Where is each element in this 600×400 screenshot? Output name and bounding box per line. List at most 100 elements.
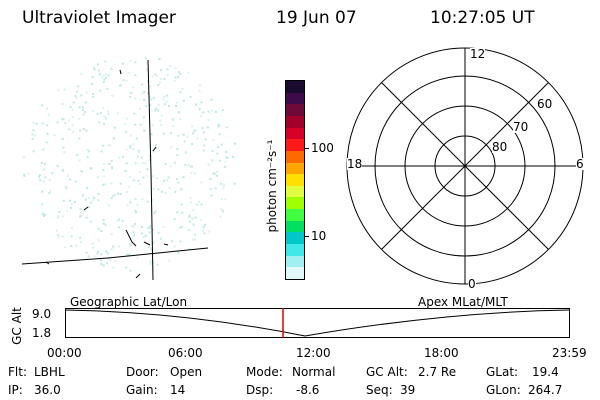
emission-speckle [153,212,156,215]
emission-speckle [116,112,119,115]
emission-speckle [82,208,85,211]
emission-speckle [149,104,152,107]
emission-speckle [220,143,223,146]
timeline-x-tick-2359: 23:59 [552,346,587,360]
emission-speckle [100,253,103,256]
emission-speckle [42,148,45,151]
emission-speckle [174,76,177,79]
mlat-label-60: 60 [537,97,553,111]
emission-speckle [125,266,128,269]
emission-speckle [102,222,105,225]
emission-speckle [216,174,218,177]
emission-speckle [70,226,73,229]
emission-speckle [84,111,86,114]
emission-speckle [112,137,115,140]
emission-speckle [98,73,101,76]
emission-speckle [224,198,227,201]
emission-speckle [202,226,205,229]
emission-speckle [119,84,122,87]
emission-speckle [173,245,176,248]
emission-speckle [103,122,105,125]
colorbar-band [286,162,304,175]
emission-speckle [219,124,222,127]
emission-speckle [177,251,180,254]
emission-speckle [41,104,44,107]
emission-speckle [233,182,236,185]
emission-speckle [138,182,141,185]
observation-date: 19 Jun 07 [276,8,357,28]
emission-speckle [177,181,180,184]
emission-speckle [189,220,192,223]
emission-speckle [100,229,103,232]
emission-speckle [105,76,107,79]
emission-speckle [164,162,167,165]
emission-speckle [222,187,225,190]
emission-speckle [175,101,178,104]
emission-speckle [134,223,136,225]
emission-speckle [215,110,217,113]
emission-speckle [218,123,221,126]
emission-speckle [103,115,106,118]
emission-speckle [187,164,190,166]
emission-speckle [176,154,179,156]
emission-speckle [135,211,137,214]
emission-speckle [67,119,70,122]
emission-speckle [184,151,187,154]
emission-speckle [63,151,66,154]
emission-speckle [90,201,93,204]
emission-speckle [97,199,100,202]
emission-speckle [107,74,110,77]
emission-speckle [110,197,113,200]
emission-speckle [41,203,44,206]
emission-speckle [145,235,148,238]
emission-speckle [213,173,216,176]
emission-speckle [103,175,106,178]
emission-speckle [132,143,135,146]
info-dsp-value: -8.6 [296,383,320,397]
emission-speckle [162,226,165,229]
emission-speckle [96,252,99,255]
info-gain-value: 14 [170,383,186,397]
emission-speckle [141,92,144,95]
emission-speckle [191,125,194,128]
emission-speckle [167,176,170,179]
emission-speckle [75,244,78,247]
emission-speckle [106,262,108,265]
emission-speckle [22,156,25,158]
emission-speckle [84,101,87,104]
emission-speckle [119,193,122,195]
emission-speckle [166,74,169,76]
emission-speckle [112,266,115,269]
emission-speckle [207,119,210,122]
emission-speckle [93,68,96,71]
emission-speckle [144,234,147,237]
emission-speckle [38,174,41,177]
emission-speckle [98,121,101,124]
emission-speckle [96,250,99,253]
mlt-label-6: 6 [576,157,584,171]
emission-speckle [225,126,228,129]
emission-speckle [158,81,161,84]
colorbar-band [286,174,304,187]
emission-speckle [91,199,94,202]
emission-speckle [187,229,190,232]
emission-speckle [61,137,64,140]
emission-speckle [100,76,103,79]
info-glat: GLat: 19.4 [486,365,559,379]
emission-speckle [92,260,95,263]
emission-speckle [126,203,129,206]
emission-speckle [79,169,82,172]
emission-speckle [214,187,217,190]
emission-speckle [125,79,128,82]
emission-speckle [48,192,51,194]
emission-speckle [110,233,113,236]
emission-speckle [104,183,107,186]
emission-speckle [190,201,193,204]
emission-speckle [62,169,65,172]
emission-speckle [87,197,90,200]
info-glon-value: 264.7 [528,383,563,397]
emission-speckle [61,168,64,171]
emission-speckle [151,199,154,202]
emission-speckle [155,107,158,110]
emission-speckle [79,211,82,214]
